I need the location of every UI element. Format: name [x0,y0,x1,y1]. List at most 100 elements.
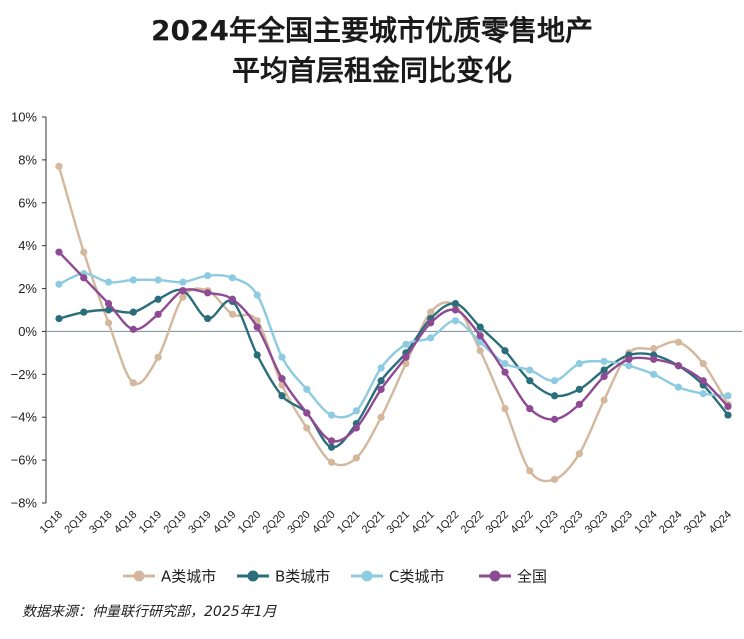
data-point [179,293,187,301]
y-tick-label: 4% [18,238,37,253]
x-tick-label: 1Q23 [533,509,561,537]
data-point [451,317,460,325]
x-tick-label: 3Q18 [87,509,115,537]
data-point [402,360,410,368]
data-point [402,340,410,348]
x-tick-label: 2Q23 [558,509,586,537]
series-line [58,288,729,449]
data-point [303,424,311,432]
x-tick-label: 1Q21 [335,509,363,537]
data-point [154,310,162,318]
data-point [253,323,261,331]
data-point [80,308,88,316]
data-point [55,314,63,323]
data-point [625,355,633,363]
x-tick-label: 4Q21 [409,509,437,537]
x-tick-label: 2Q20 [261,509,289,537]
data-point [129,308,137,316]
data-point [600,396,608,404]
data-point [501,360,509,368]
data-point [228,274,237,282]
x-tick-label: 4Q22 [508,509,536,537]
x-tick-label: 4Q19 [211,509,239,537]
data-point [154,353,162,361]
data-point [352,424,360,432]
data-point [600,357,608,366]
y-tick-label: −8% [11,496,38,511]
data-point [427,308,435,316]
x-tick-label: 4Q18 [112,509,140,537]
data-point [724,392,732,400]
series-line [58,251,729,443]
data-point [650,345,658,353]
legend-marker [247,570,259,582]
data-point [253,351,261,359]
data-point [104,306,113,314]
data-point [526,405,534,413]
series-line [57,165,730,483]
series-3 [55,269,732,419]
data-point [526,366,534,374]
y-tick-label: −6% [11,453,38,468]
data-point [253,291,261,299]
series-1 [55,162,732,484]
data-point [55,248,63,256]
data-point [129,325,137,333]
x-tick-label: 4Q24 [707,509,735,537]
data-point [204,314,212,323]
data-point [104,299,113,308]
x-axis: 1Q182Q183Q184Q181Q192Q193Q194Q191Q202Q20… [38,509,735,537]
x-tick-label: 1Q19 [137,509,165,537]
data-point [575,360,583,368]
data-point [377,413,385,421]
x-tick-label: 1Q18 [38,509,66,537]
data-point [377,377,385,385]
x-tick-label: 2Q19 [161,509,189,537]
data-point [228,310,237,318]
data-point [154,276,162,284]
legend-label: B类城市 [275,568,330,586]
data-point [327,458,336,466]
data-point [303,409,311,417]
series-lines [55,162,732,484]
data-point [204,272,212,280]
data-point [278,353,286,361]
x-tick-label: 3Q21 [384,509,412,537]
data-point [402,353,410,361]
data-point [501,368,509,376]
data-point [550,377,559,385]
data-point [501,405,509,413]
legend-item: 全国 [479,568,547,586]
data-point [451,299,460,308]
data-point [550,392,559,400]
legend-label: C类城市 [389,568,444,586]
data-point [724,411,732,419]
series-4 [55,248,732,445]
data-point [600,366,608,374]
data-point [427,334,435,342]
data-point [650,370,658,378]
legend-marker [489,570,501,582]
y-tick-label: 8% [18,152,37,167]
x-tick-label: 2Q24 [657,509,685,537]
data-point [674,362,683,370]
legend-label: A类城市 [161,568,216,586]
y-tick-label: 0% [18,324,37,339]
data-point [526,377,534,385]
legend-item: B类城市 [237,568,330,586]
chart-title-line1: 2024年全国主要城市优质零售地产 [151,14,593,47]
data-point [327,437,336,445]
x-tick-label: 4Q20 [310,509,338,537]
legend-marker [361,570,373,582]
y-axis: 10% 8% 6% 4% 2% 0% −2% −4% −6% −8% [11,110,742,511]
data-point [476,332,484,340]
legend: A类城市 B类城市 C类城市 全国 [123,568,547,586]
data-point [327,443,336,451]
data-point [80,274,88,282]
data-point [204,289,212,297]
data-point [104,319,113,327]
data-point [377,385,385,393]
data-point [129,276,137,284]
x-tick-label: 3Q24 [682,509,710,537]
